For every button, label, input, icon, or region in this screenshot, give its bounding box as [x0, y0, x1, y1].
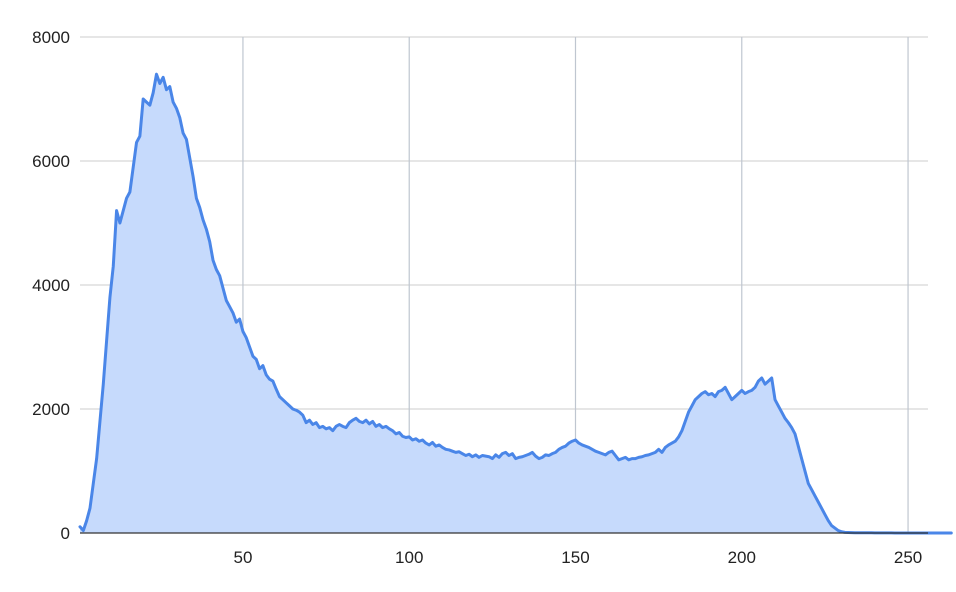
x-tick-label: 150 [561, 548, 589, 567]
y-tick-label: 6000 [32, 152, 70, 171]
series-area-fill [80, 74, 952, 533]
y-tick-label: 8000 [32, 28, 70, 47]
y-tick-label: 2000 [32, 400, 70, 419]
series-area [78, 72, 953, 535]
y-tick-label: 0 [61, 524, 70, 543]
x-tick-label: 200 [728, 548, 756, 567]
x-tick-label: 50 [233, 548, 252, 567]
y-tick-label: 4000 [32, 276, 70, 295]
series-line [78, 72, 953, 535]
tick-labels: 0 2000 4000 6000 8000 50 100 150 200 250 [32, 28, 922, 567]
x-tick-label: 100 [395, 548, 423, 567]
x-tick-label: 250 [894, 548, 922, 567]
